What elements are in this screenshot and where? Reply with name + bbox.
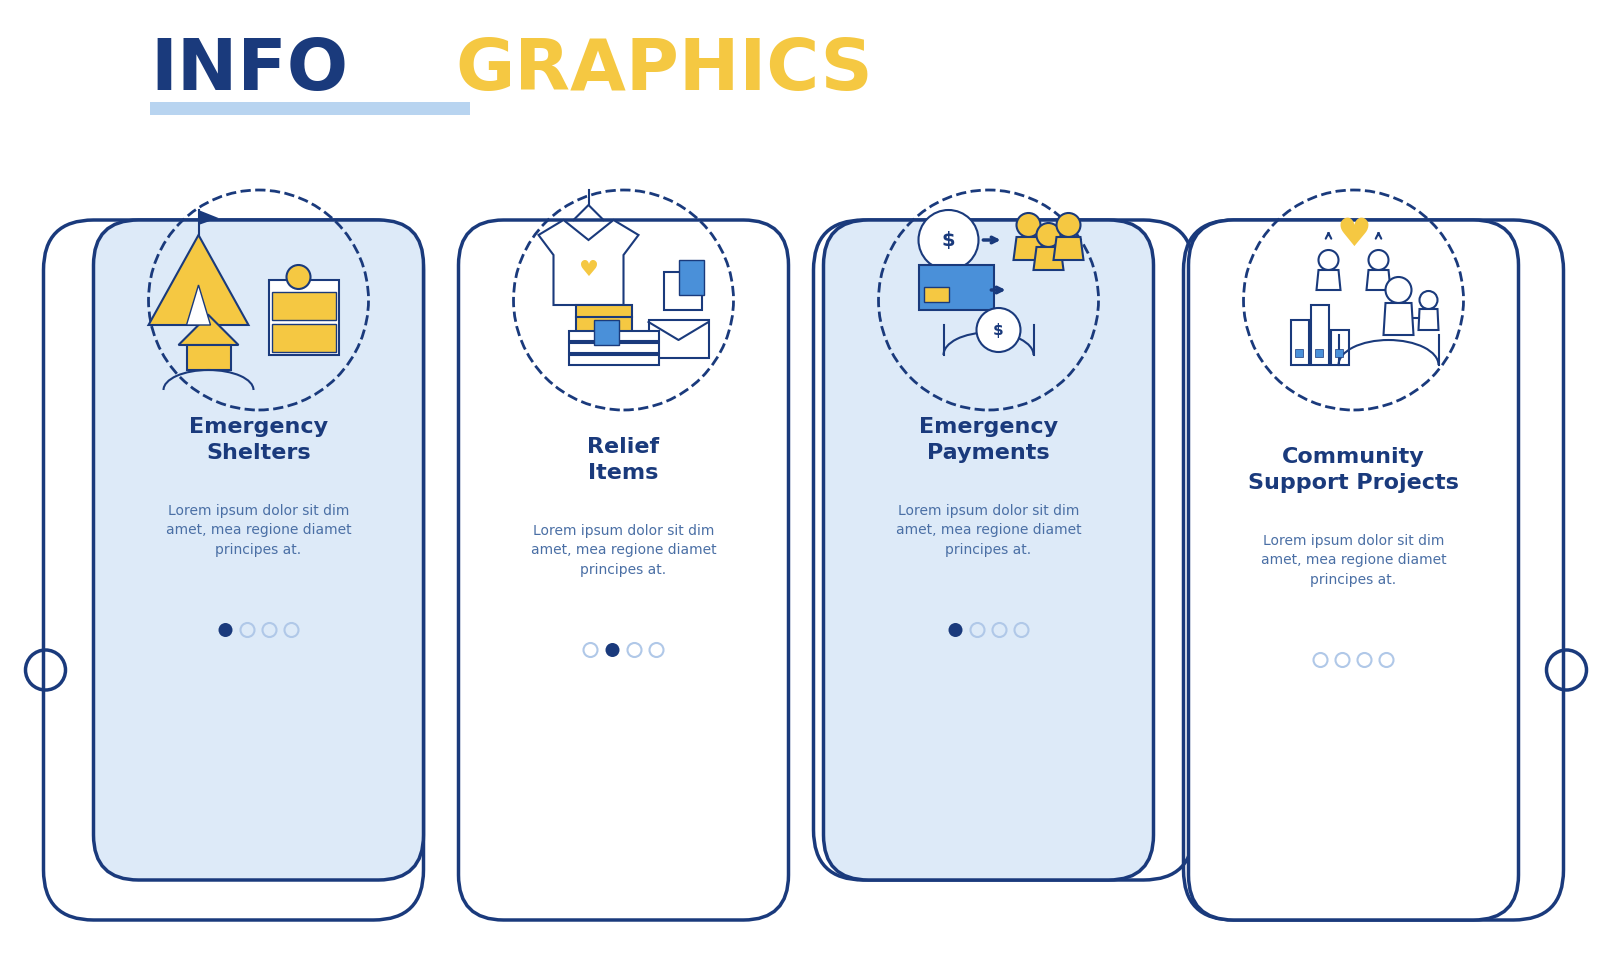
Circle shape xyxy=(977,308,1020,352)
Bar xyxy=(593,320,619,345)
Circle shape xyxy=(1037,223,1061,247)
Bar xyxy=(1330,330,1349,365)
Text: Community
Support Projects: Community Support Projects xyxy=(1248,447,1459,493)
Circle shape xyxy=(948,623,962,637)
Text: Emergency
Payments: Emergency Payments xyxy=(919,416,1057,464)
Text: Lorem ipsum dolor sit dim
amet, mea regione diamet
principes at.: Lorem ipsum dolor sit dim amet, mea regi… xyxy=(896,504,1082,557)
Circle shape xyxy=(1385,277,1412,303)
Circle shape xyxy=(1017,213,1040,237)
Circle shape xyxy=(1420,291,1438,309)
FancyBboxPatch shape xyxy=(150,102,471,115)
Polygon shape xyxy=(1317,270,1341,290)
Bar xyxy=(1294,349,1302,357)
Bar xyxy=(569,343,658,353)
Bar xyxy=(1291,320,1309,365)
FancyBboxPatch shape xyxy=(824,220,1154,880)
Polygon shape xyxy=(1033,247,1064,270)
Text: Lorem ipsum dolor sit dim
amet, mea regione diamet
principes at.: Lorem ipsum dolor sit dim amet, mea regi… xyxy=(530,523,716,576)
Bar xyxy=(1311,305,1328,365)
Text: Lorem ipsum dolor sit dim
amet, mea regione diamet
principes at.: Lorem ipsum dolor sit dim amet, mea regi… xyxy=(166,504,351,557)
Text: GRAPHICS: GRAPHICS xyxy=(455,35,872,105)
Polygon shape xyxy=(1054,237,1083,260)
Bar xyxy=(664,272,701,310)
Bar xyxy=(648,320,709,358)
Circle shape xyxy=(1319,250,1338,270)
Circle shape xyxy=(919,210,978,270)
Bar xyxy=(924,287,948,302)
Text: ♥: ♥ xyxy=(579,260,598,280)
Bar xyxy=(569,331,658,341)
Circle shape xyxy=(287,265,311,289)
Polygon shape xyxy=(1014,237,1043,260)
Polygon shape xyxy=(1367,270,1391,290)
Polygon shape xyxy=(148,235,248,325)
Polygon shape xyxy=(179,315,239,345)
Text: $: $ xyxy=(993,322,1004,337)
Bar xyxy=(679,260,703,295)
Bar xyxy=(919,265,993,310)
Bar xyxy=(569,355,658,365)
Bar xyxy=(271,324,335,352)
Polygon shape xyxy=(1419,309,1438,330)
FancyBboxPatch shape xyxy=(458,220,788,920)
Bar xyxy=(1335,349,1343,357)
Circle shape xyxy=(1369,250,1388,270)
Polygon shape xyxy=(198,210,219,225)
Circle shape xyxy=(1056,213,1080,237)
Text: Lorem ipsum dolor sit dim
amet, mea regione diamet
principes at.: Lorem ipsum dolor sit dim amet, mea regi… xyxy=(1261,533,1446,586)
Bar xyxy=(269,280,339,355)
Text: Relief
Items: Relief Items xyxy=(587,437,659,483)
Text: ♥: ♥ xyxy=(1336,216,1370,254)
Bar xyxy=(1314,349,1322,357)
FancyBboxPatch shape xyxy=(93,220,424,880)
Polygon shape xyxy=(1383,303,1414,335)
Text: $: $ xyxy=(941,230,956,250)
Polygon shape xyxy=(538,220,638,305)
Text: INFO: INFO xyxy=(150,35,348,105)
Bar xyxy=(271,292,335,320)
Bar xyxy=(575,305,632,350)
Circle shape xyxy=(606,643,619,657)
Circle shape xyxy=(219,623,232,637)
Text: Emergency
Shelters: Emergency Shelters xyxy=(189,416,329,464)
FancyBboxPatch shape xyxy=(1188,220,1519,920)
Bar xyxy=(187,345,231,370)
Polygon shape xyxy=(187,285,211,325)
